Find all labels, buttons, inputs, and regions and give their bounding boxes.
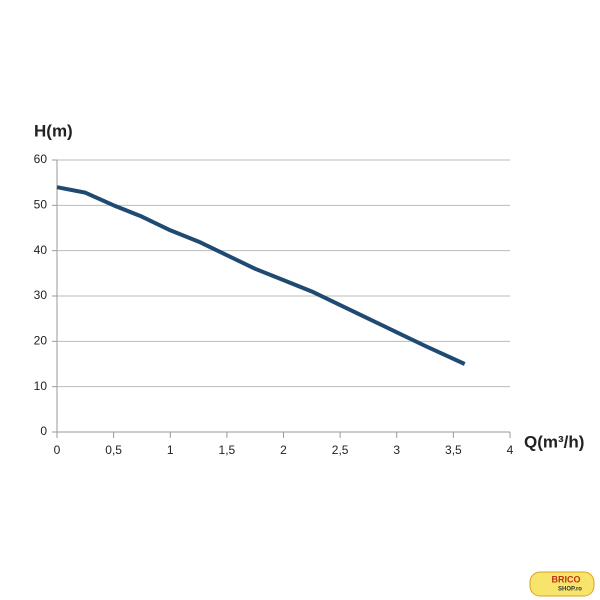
y-tick-label: 0 [40,424,47,438]
x-tick-label: 2,5 [332,443,349,457]
y-tick-label: 60 [34,152,48,166]
logo: BRICO SHOP.ro [529,571,595,597]
x-tick-label: 3,5 [445,443,462,457]
y-tick-label: 40 [34,243,48,257]
x-axis-title: Q(m³/h) [524,432,584,451]
x-tick-label: 0 [54,443,61,457]
y-tick-label: 20 [34,334,48,348]
x-tick-label: 1,5 [219,443,236,457]
x-tick-label: 1 [167,443,174,457]
x-tick-label: 4 [507,443,514,457]
x-tick-label: 3 [393,443,400,457]
x-tick-label: 0,5 [105,443,122,457]
logo-subtext: SHOP.ro [558,587,582,593]
y-axis-title: H(m) [34,121,73,140]
logo-text: BRICO [552,574,581,584]
data-line [56,185,466,366]
logo-badge [529,571,595,597]
x-tick-label: 2 [280,443,287,457]
y-tick-label: 10 [34,379,48,393]
y-tick-label: 50 [34,198,48,212]
y-tick-label: 30 [34,288,48,302]
